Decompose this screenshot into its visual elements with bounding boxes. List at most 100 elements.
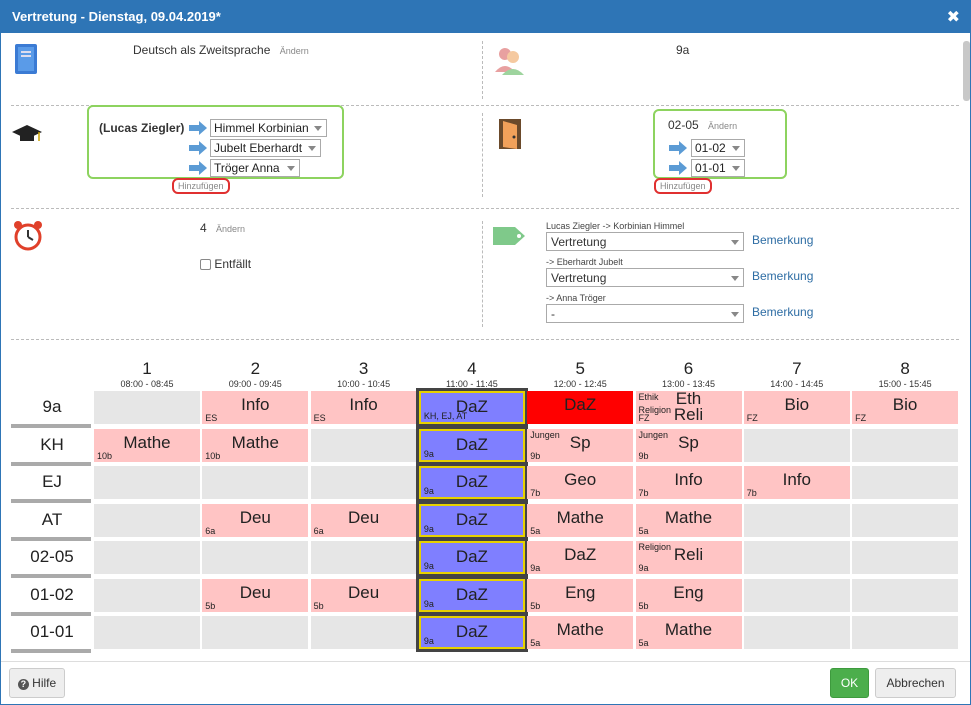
timetable-cell[interactable]: [202, 616, 309, 649]
timetable-cell[interactable]: Eng 5b: [635, 578, 742, 612]
cell-subject: DaZ: [455, 472, 488, 491]
timetable-cell[interactable]: Mathe 10b: [202, 428, 309, 462]
cell-info: 10b: [97, 450, 113, 461]
cell-info: 5a: [638, 525, 649, 536]
cell-info: FZ: [746, 413, 758, 423]
timetable-cell[interactable]: Deu 5b: [202, 578, 309, 612]
timetable-cell[interactable]: Info ES: [202, 391, 309, 424]
timetable-cell[interactable]: DaZ 9a: [418, 616, 525, 649]
cancel-checkbox[interactable]: [200, 259, 211, 270]
timetable-cell[interactable]: DaZ 9a: [418, 466, 525, 499]
timetable-cell[interactable]: [852, 578, 959, 612]
original-room: 02-05: [668, 118, 699, 132]
timetable-cell[interactable]: [743, 578, 850, 612]
timetable-cell[interactable]: Eng 5b: [527, 578, 634, 612]
add-room-button[interactable]: Hinzufügen: [654, 178, 712, 194]
subject-change-link[interactable]: Ändern: [279, 46, 309, 56]
cell-info: 5a: [638, 638, 649, 648]
timetable-cell[interactable]: [202, 541, 309, 574]
timetable-cell[interactable]: Mathe 5a: [635, 503, 742, 537]
substitute-teacher-select-2[interactable]: Jubelt Eberhardt: [210, 139, 321, 157]
timetable-cell[interactable]: Mathe 5a: [527, 503, 634, 537]
timetable-cell[interactable]: [743, 503, 850, 537]
timetable-cell[interactable]: Mathe 5a: [635, 616, 742, 649]
timetable-cell[interactable]: [852, 466, 959, 499]
timetable-cell[interactable]: Sp Jungen 9b: [527, 428, 634, 462]
timetable-cell[interactable]: [310, 428, 417, 462]
timetable-cell[interactable]: Sp Jungen 9b: [635, 428, 742, 462]
timetable-cell[interactable]: Mathe 5a: [527, 616, 634, 649]
timetable-cell[interactable]: [743, 428, 850, 462]
cell-subject: Info: [674, 470, 703, 489]
dialog-footer: ? Hilfe OK Abbrechen: [1, 661, 970, 705]
cancel-button[interactable]: Abbrechen: [875, 668, 956, 698]
timetable-cell[interactable]: DaZ 9a: [418, 503, 525, 537]
timetable-cell[interactable]: Deu 5b: [310, 578, 417, 612]
row-label: 01-01: [30, 622, 74, 641]
row-label: AT: [41, 509, 63, 529]
timetable-cell[interactable]: [202, 466, 309, 499]
timetable-cell[interactable]: DaZ 9a: [418, 578, 525, 612]
timetable-cell[interactable]: Deu 6a: [310, 503, 417, 537]
remark-link-2[interactable]: Bemerkung: [752, 269, 814, 283]
timetable-cell[interactable]: Eth Reli Ethik Religion FZ: [635, 389, 742, 424]
timetable-cell[interactable]: DaZ 9a: [418, 541, 525, 574]
timetable-cell[interactable]: [94, 391, 200, 424]
cell-subject: Eng: [673, 582, 704, 602]
substitute-room-select-2[interactable]: 01-01: [691, 159, 745, 177]
period-header-8: 8 15:00 - 15:45: [851, 351, 959, 389]
remark-link-3[interactable]: Bemerkung: [752, 305, 814, 319]
substitute-teacher-select-3[interactable]: Tröger Anna: [210, 159, 300, 177]
ok-button[interactable]: OK: [830, 668, 869, 698]
timetable-cell[interactable]: Info 7b: [743, 466, 850, 499]
door-icon: [499, 119, 521, 149]
timetable-cell[interactable]: [852, 503, 959, 537]
timetable-cell[interactable]: [310, 466, 417, 499]
timetable-cell[interactable]: [743, 541, 850, 574]
timetable-cell[interactable]: [852, 428, 959, 462]
timetable-cell[interactable]: [94, 578, 200, 612]
timetable-cell[interactable]: DaZ 9a: [418, 428, 525, 462]
timetable-cell[interactable]: DaZ KH, EJ, AT: [418, 391, 525, 424]
timetable-cell[interactable]: Reli Religion 9a: [635, 541, 742, 574]
room-row: 02-05 Ändern: [668, 118, 737, 132]
remark-select-2[interactable]: Vertretung: [546, 268, 744, 287]
timetable-cell[interactable]: [94, 503, 200, 537]
cell-info: 5b: [313, 600, 324, 611]
timetable-cell[interactable]: [743, 616, 850, 649]
timetable-cell[interactable]: DaZ: [527, 391, 634, 424]
timetable-cell[interactable]: [310, 541, 417, 574]
cell-info: 6a: [313, 525, 324, 536]
room-change-link[interactable]: Ändern: [708, 121, 738, 131]
remark-select-3[interactable]: -: [546, 304, 744, 323]
cell-info: 7b: [530, 488, 541, 498]
cell-info: 9a: [423, 448, 434, 459]
cell-info: 9a: [423, 561, 434, 571]
period-change-link[interactable]: Ändern: [216, 224, 246, 234]
add-teacher-button[interactable]: Hinzufügen: [172, 178, 230, 194]
timetable-cell[interactable]: Info 7b: [635, 466, 742, 499]
close-icon[interactable]: ✖: [946, 9, 960, 26]
substitute-room-select-1[interactable]: 01-02: [691, 139, 745, 157]
cell-subject: DaZ: [455, 622, 488, 641]
timetable-cell[interactable]: Bio FZ: [852, 391, 959, 424]
timetable-cell[interactable]: Geo 7b: [527, 466, 634, 499]
remark-link-1[interactable]: Bemerkung: [752, 233, 814, 247]
substitute-teacher-select-1[interactable]: Himmel Korbinian: [210, 119, 327, 137]
students-icon: [495, 48, 524, 75]
timetable-cell[interactable]: Deu 6a: [202, 503, 309, 537]
help-button[interactable]: ? Hilfe: [9, 668, 65, 698]
timetable-cell[interactable]: [94, 616, 200, 649]
timetable-cell[interactable]: [94, 541, 200, 574]
timetable-cell[interactable]: [852, 616, 959, 649]
timetable-cell[interactable]: Mathe 10b: [94, 428, 200, 462]
scrollbar[interactable]: [963, 41, 970, 101]
remark-select-1[interactable]: Vertretung: [546, 232, 744, 251]
period-time: 08:00 - 08:45: [120, 379, 174, 389]
timetable-cell[interactable]: Bio FZ: [743, 391, 850, 424]
timetable-cell[interactable]: Info ES: [310, 391, 417, 424]
timetable-cell[interactable]: [94, 466, 200, 499]
timetable-cell[interactable]: DaZ 9a: [527, 541, 634, 574]
timetable-cell[interactable]: [310, 616, 417, 649]
timetable-cell[interactable]: [852, 541, 959, 574]
